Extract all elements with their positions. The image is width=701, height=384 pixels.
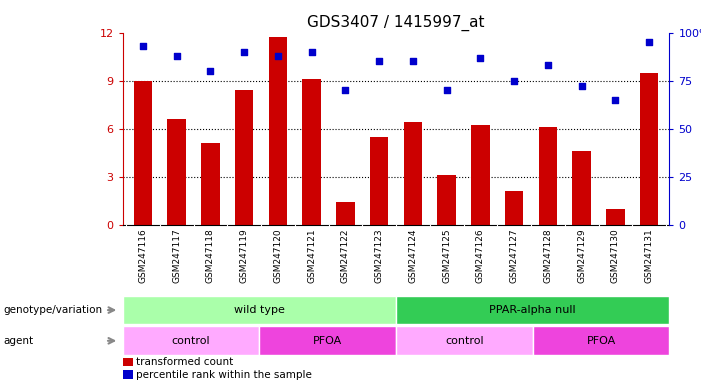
Text: GSM247120: GSM247120 bbox=[273, 228, 283, 283]
Bar bbox=[123, 326, 259, 355]
Bar bbox=[640, 73, 658, 225]
Text: transformed count: transformed count bbox=[137, 357, 233, 367]
Bar bbox=[404, 122, 422, 225]
Bar bbox=[268, 38, 287, 225]
Text: genotype/variation: genotype/variation bbox=[4, 305, 102, 315]
Point bbox=[205, 68, 216, 74]
Text: GSM247122: GSM247122 bbox=[341, 228, 350, 283]
Text: control: control bbox=[445, 336, 484, 346]
Point bbox=[374, 58, 385, 65]
Bar bbox=[259, 326, 396, 355]
Text: GSM247121: GSM247121 bbox=[307, 228, 316, 283]
Point bbox=[441, 87, 452, 93]
Text: GSM247119: GSM247119 bbox=[240, 228, 249, 283]
Title: GDS3407 / 1415997_at: GDS3407 / 1415997_at bbox=[307, 15, 485, 31]
Text: GSM247128: GSM247128 bbox=[543, 228, 552, 283]
Text: PFOA: PFOA bbox=[313, 336, 342, 346]
Bar bbox=[538, 127, 557, 225]
Bar bbox=[505, 191, 524, 225]
Text: percentile rank within the sample: percentile rank within the sample bbox=[137, 370, 312, 380]
Text: agent: agent bbox=[4, 336, 34, 346]
Text: GSM247130: GSM247130 bbox=[611, 228, 620, 283]
Text: GSM247126: GSM247126 bbox=[476, 228, 485, 283]
Point bbox=[306, 49, 318, 55]
Text: GSM247117: GSM247117 bbox=[172, 228, 181, 283]
Point bbox=[272, 53, 283, 59]
Bar bbox=[123, 296, 396, 324]
Bar bbox=[235, 90, 254, 225]
Text: PFOA: PFOA bbox=[587, 336, 615, 346]
Text: GSM247123: GSM247123 bbox=[375, 228, 383, 283]
Point bbox=[238, 49, 250, 55]
Point bbox=[509, 78, 520, 84]
Text: GSM247129: GSM247129 bbox=[577, 228, 586, 283]
Text: GSM247131: GSM247131 bbox=[645, 228, 654, 283]
Bar bbox=[437, 175, 456, 225]
Bar bbox=[302, 79, 321, 225]
Bar bbox=[396, 296, 669, 324]
Text: GSM247116: GSM247116 bbox=[138, 228, 147, 283]
Text: GSM247127: GSM247127 bbox=[510, 228, 519, 283]
Point bbox=[543, 62, 554, 68]
Bar bbox=[396, 326, 533, 355]
Point bbox=[475, 55, 486, 61]
Bar bbox=[471, 126, 490, 225]
Bar bbox=[134, 81, 152, 225]
Point bbox=[576, 83, 587, 89]
Point bbox=[340, 87, 351, 93]
Text: wild type: wild type bbox=[234, 305, 285, 315]
Bar bbox=[606, 209, 625, 225]
Text: GSM247124: GSM247124 bbox=[409, 228, 417, 283]
Text: PPAR-alpha null: PPAR-alpha null bbox=[489, 305, 576, 315]
Point bbox=[644, 39, 655, 45]
Point bbox=[407, 58, 418, 65]
Text: GSM247125: GSM247125 bbox=[442, 228, 451, 283]
Bar bbox=[533, 326, 669, 355]
Bar bbox=[370, 137, 388, 225]
Bar bbox=[168, 119, 186, 225]
Point bbox=[610, 97, 621, 103]
Bar bbox=[573, 151, 591, 225]
Text: GSM247118: GSM247118 bbox=[206, 228, 215, 283]
Bar bbox=[201, 143, 219, 225]
Bar bbox=[123, 358, 132, 366]
Point bbox=[137, 43, 149, 49]
Bar bbox=[336, 202, 355, 225]
Point bbox=[171, 53, 182, 59]
Text: control: control bbox=[172, 336, 210, 346]
Bar bbox=[123, 370, 132, 379]
